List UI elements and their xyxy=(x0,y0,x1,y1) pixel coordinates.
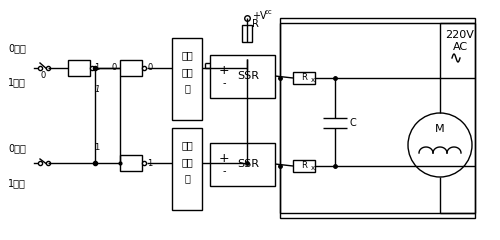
Text: 1: 1 xyxy=(94,144,100,152)
Text: +: + xyxy=(218,64,230,77)
Bar xyxy=(210,143,275,186)
Text: 0: 0 xyxy=(40,71,46,79)
Text: +V: +V xyxy=(252,11,266,21)
Text: R: R xyxy=(252,19,259,29)
Text: 1停止: 1停止 xyxy=(8,77,26,87)
Text: x: x xyxy=(311,165,315,171)
Text: -: - xyxy=(222,166,226,176)
Text: 时: 时 xyxy=(184,173,190,183)
Text: R: R xyxy=(301,73,307,83)
Bar xyxy=(120,155,142,171)
Text: 沿延: 沿延 xyxy=(181,157,193,167)
Text: -: - xyxy=(222,78,226,88)
Bar xyxy=(210,55,275,98)
Text: 220V: 220V xyxy=(446,30,474,40)
Text: 1: 1 xyxy=(94,85,100,95)
Bar xyxy=(120,60,142,76)
Text: 1: 1 xyxy=(94,62,100,72)
Bar xyxy=(172,128,202,210)
Text: 0正转: 0正转 xyxy=(8,143,26,153)
Text: SSR: SSR xyxy=(237,71,259,81)
Text: x: x xyxy=(311,77,315,83)
Text: 0启动: 0启动 xyxy=(8,43,26,53)
Text: AC: AC xyxy=(452,42,468,52)
Bar xyxy=(293,160,315,172)
Text: 时: 时 xyxy=(184,83,190,93)
Bar xyxy=(172,38,202,120)
Text: cc: cc xyxy=(265,9,273,15)
Text: C: C xyxy=(350,118,356,128)
Text: +: + xyxy=(218,151,230,164)
Text: 下降: 下降 xyxy=(181,140,193,150)
Bar xyxy=(280,18,475,218)
Bar xyxy=(68,60,90,76)
Bar xyxy=(242,25,252,42)
Text: 沿延: 沿延 xyxy=(181,67,193,77)
Text: 下降: 下降 xyxy=(181,50,193,60)
Text: 0: 0 xyxy=(148,62,152,72)
Text: 1反转: 1反转 xyxy=(8,178,26,188)
Text: M: M xyxy=(435,124,445,134)
Text: 1: 1 xyxy=(148,158,152,168)
Text: SSR: SSR xyxy=(237,159,259,169)
Text: 0: 0 xyxy=(112,62,116,72)
Bar xyxy=(293,72,315,84)
Text: R: R xyxy=(301,162,307,170)
